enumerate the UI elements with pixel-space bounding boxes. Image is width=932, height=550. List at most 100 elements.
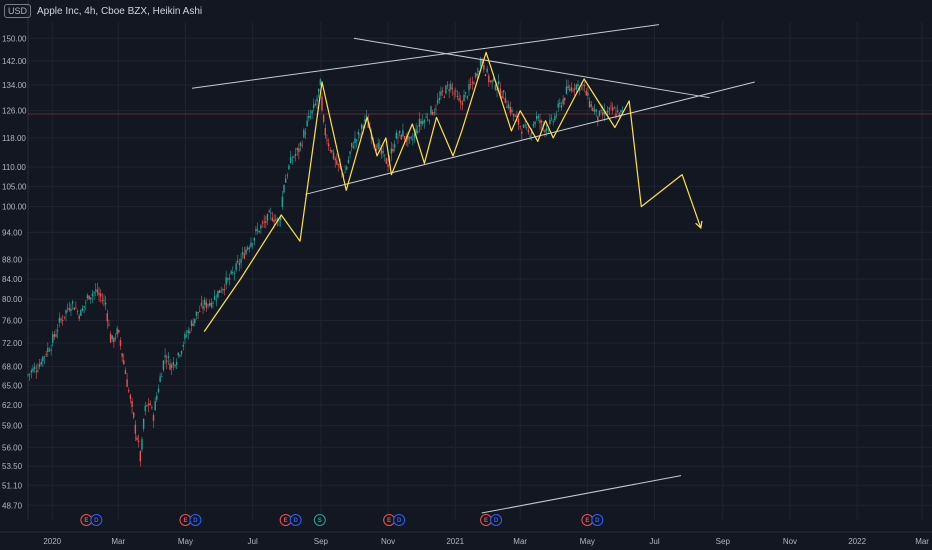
candle-body [573, 88, 576, 90]
candle-body [461, 102, 464, 106]
currency-badge[interactable]: USD [4, 4, 32, 18]
earnings-badge[interactable]: E [383, 514, 396, 526]
y-tick-label: 100.00 [2, 203, 27, 212]
candle-body [474, 72, 477, 78]
candle-body [184, 334, 186, 339]
candle-body [504, 97, 507, 103]
trendline-upper-channel[interactable] [191, 24, 659, 89]
candle-body [152, 415, 155, 421]
chart-header: USD Apple Inc, 4h, Cboe BZX, Heikin Ashi [0, 0, 202, 22]
candle-body [166, 360, 168, 362]
y-tick-label: 56.00 [2, 443, 23, 452]
candle-body [147, 403, 150, 406]
candle-body [569, 89, 571, 91]
symbol-title: Apple Inc, 4h, Cboe BZX, Heikin Ashi [37, 5, 203, 17]
trendline-ascending-support[interactable] [305, 81, 755, 195]
candle-body [68, 308, 70, 311]
dividend-badge[interactable]: D [90, 514, 103, 526]
candle-body [380, 148, 383, 155]
dividend-badge[interactable]: D [490, 514, 503, 526]
y-tick-label: 48.70 [2, 501, 23, 510]
candle-body [592, 107, 594, 112]
badge-circle [289, 514, 302, 526]
candle-body [222, 288, 224, 291]
earnings-badge[interactable]: E [581, 514, 594, 526]
candle-body [258, 230, 260, 233]
candle-body [608, 107, 611, 110]
x-tick-label: Sep [716, 537, 731, 546]
candle-body [522, 124, 525, 128]
candle-body [588, 100, 591, 108]
candle-body [268, 211, 270, 213]
candle-body [337, 164, 340, 166]
candle-body [597, 116, 599, 121]
candle-body [615, 113, 617, 117]
split-badge[interactable]: S [313, 514, 326, 526]
candle-body [101, 300, 104, 301]
candle-body [212, 302, 214, 304]
dividend-badge[interactable]: D [393, 514, 406, 526]
candle-body [172, 362, 175, 366]
candle-body [161, 376, 163, 377]
candle-body [142, 419, 145, 429]
earnings-badge[interactable]: E [179, 514, 192, 526]
candle-body [385, 158, 388, 164]
candle-body [71, 301, 74, 304]
candle-body [240, 258, 242, 263]
candle-body [336, 160, 338, 165]
earnings-badge[interactable]: E [80, 514, 93, 526]
candle-body [355, 139, 358, 141]
candle-body [564, 98, 566, 101]
candle-body [47, 347, 49, 352]
x-tick-label: 2022 [848, 537, 866, 546]
dividend-badge[interactable]: D [591, 514, 604, 526]
candle-body [45, 354, 47, 356]
projection-arrowhead [695, 220, 703, 230]
candle-body [499, 88, 502, 96]
y-axis[interactable]: 150.00 142.00 134.00 126.00 118.00 110.00 105.… [2, 34, 27, 510]
badge-letter: D [193, 518, 198, 524]
zigzag-projection[interactable] [203, 51, 702, 332]
candle-body [301, 144, 303, 146]
candle-body [238, 262, 241, 266]
candle-body [583, 85, 586, 87]
badge-circle [490, 514, 503, 526]
badge-letter: D [397, 518, 402, 524]
candle-body [90, 297, 92, 300]
candle-body [402, 130, 404, 136]
candle-body [106, 313, 108, 322]
candle-body [587, 92, 589, 96]
candle-body [436, 100, 439, 104]
candle-body [506, 106, 508, 108]
earnings-badge[interactable]: E [279, 514, 292, 526]
dividend-badge[interactable]: D [289, 514, 302, 526]
candle-body [281, 196, 284, 207]
candle-body [339, 165, 341, 168]
candle-body [197, 312, 199, 314]
trendline-lower-indicator-line[interactable] [481, 475, 682, 514]
candle-body [410, 136, 412, 139]
candle-body [273, 219, 275, 223]
candles [27, 56, 624, 467]
candle-body [151, 407, 153, 409]
earnings-badge[interactable]: E [480, 514, 493, 526]
candle-body [208, 302, 211, 306]
candle-body [217, 290, 219, 298]
candle-body [483, 65, 485, 70]
candle-body [124, 370, 127, 375]
candle-body [299, 142, 302, 146]
x-axis[interactable]: 2020 Mar May Jul Sep Nov 2021 Mar May Jul Sep Nov 20… [43, 537, 929, 546]
candle-body [179, 355, 181, 356]
candle-body [559, 102, 561, 105]
candle-body [494, 84, 497, 90]
candle-body [544, 130, 546, 133]
candle-body [199, 311, 201, 313]
candle-body [57, 330, 59, 332]
candle-body [220, 291, 222, 293]
dividend-badge[interactable]: D [189, 514, 202, 526]
y-tick-label: 65.00 [2, 381, 23, 390]
trendline-descending-resistance[interactable] [353, 37, 710, 99]
candle-body [512, 113, 515, 117]
